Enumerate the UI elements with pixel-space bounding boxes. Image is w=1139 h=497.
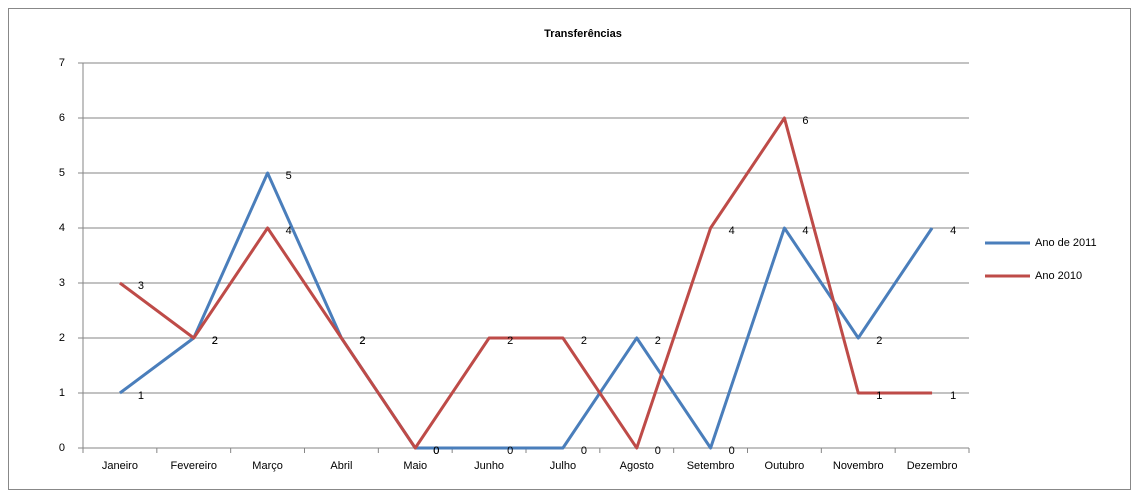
x-tick-label: Maio <box>403 460 427 472</box>
chart-title: Transferências <box>544 28 622 40</box>
x-tick-label: Setembro <box>687 460 735 472</box>
data-label: 2 <box>876 335 882 347</box>
y-tick-label: 1 <box>59 387 65 399</box>
data-label: 4 <box>286 225 292 237</box>
x-tick-label: Julho <box>550 460 576 472</box>
x-tick-label: Dezembro <box>907 460 958 472</box>
data-label: 1 <box>876 390 882 402</box>
data-label: 2 <box>507 335 513 347</box>
data-label: 5 <box>286 170 292 182</box>
series-line <box>119 116 933 450</box>
x-tick-label: Novembro <box>833 460 884 472</box>
data-label: 4 <box>950 225 956 237</box>
data-label: 3 <box>138 280 144 292</box>
y-tick-label: 7 <box>59 57 65 69</box>
data-label: 0 <box>433 445 439 457</box>
y-tick-label: 5 <box>59 167 65 179</box>
x-tick-label: Janeiro <box>102 460 138 472</box>
y-tick-label: 3 <box>59 277 65 289</box>
x-tick-label: Março <box>252 460 283 472</box>
y-tick-label: 0 <box>59 442 65 454</box>
x-tick-label: Fevereiro <box>171 460 217 472</box>
data-label: 0 <box>581 445 587 457</box>
x-tick-label: Agosto <box>620 460 654 472</box>
data-label: 6 <box>802 115 808 127</box>
y-tick-label: 6 <box>59 112 65 124</box>
data-label: 2 <box>212 335 218 347</box>
data-label: 2 <box>359 335 365 347</box>
data-label: 0 <box>729 445 735 457</box>
data-label: 2 <box>359 335 365 347</box>
data-label: 0 <box>655 445 661 457</box>
data-label: 2 <box>581 335 587 347</box>
legend-label: Ano 2010 <box>1035 270 1082 282</box>
data-label: 4 <box>729 225 735 237</box>
y-tick-label: 4 <box>59 222 65 234</box>
data-label: 0 <box>433 445 439 457</box>
x-tick-label: Outubro <box>765 460 805 472</box>
data-label: 0 <box>507 445 513 457</box>
y-tick-label: 2 <box>59 332 65 344</box>
x-tick-label: Junho <box>474 460 504 472</box>
data-label: 1 <box>950 390 956 402</box>
data-label: 4 <box>802 225 808 237</box>
data-label: 2 <box>655 335 661 347</box>
data-label: 2 <box>212 335 218 347</box>
x-tick-label: Abril <box>330 460 352 472</box>
legend-label: Ano de 2011 <box>1035 237 1097 249</box>
data-label: 1 <box>138 390 144 402</box>
chart-border <box>8 8 1131 490</box>
series-line <box>119 171 934 450</box>
